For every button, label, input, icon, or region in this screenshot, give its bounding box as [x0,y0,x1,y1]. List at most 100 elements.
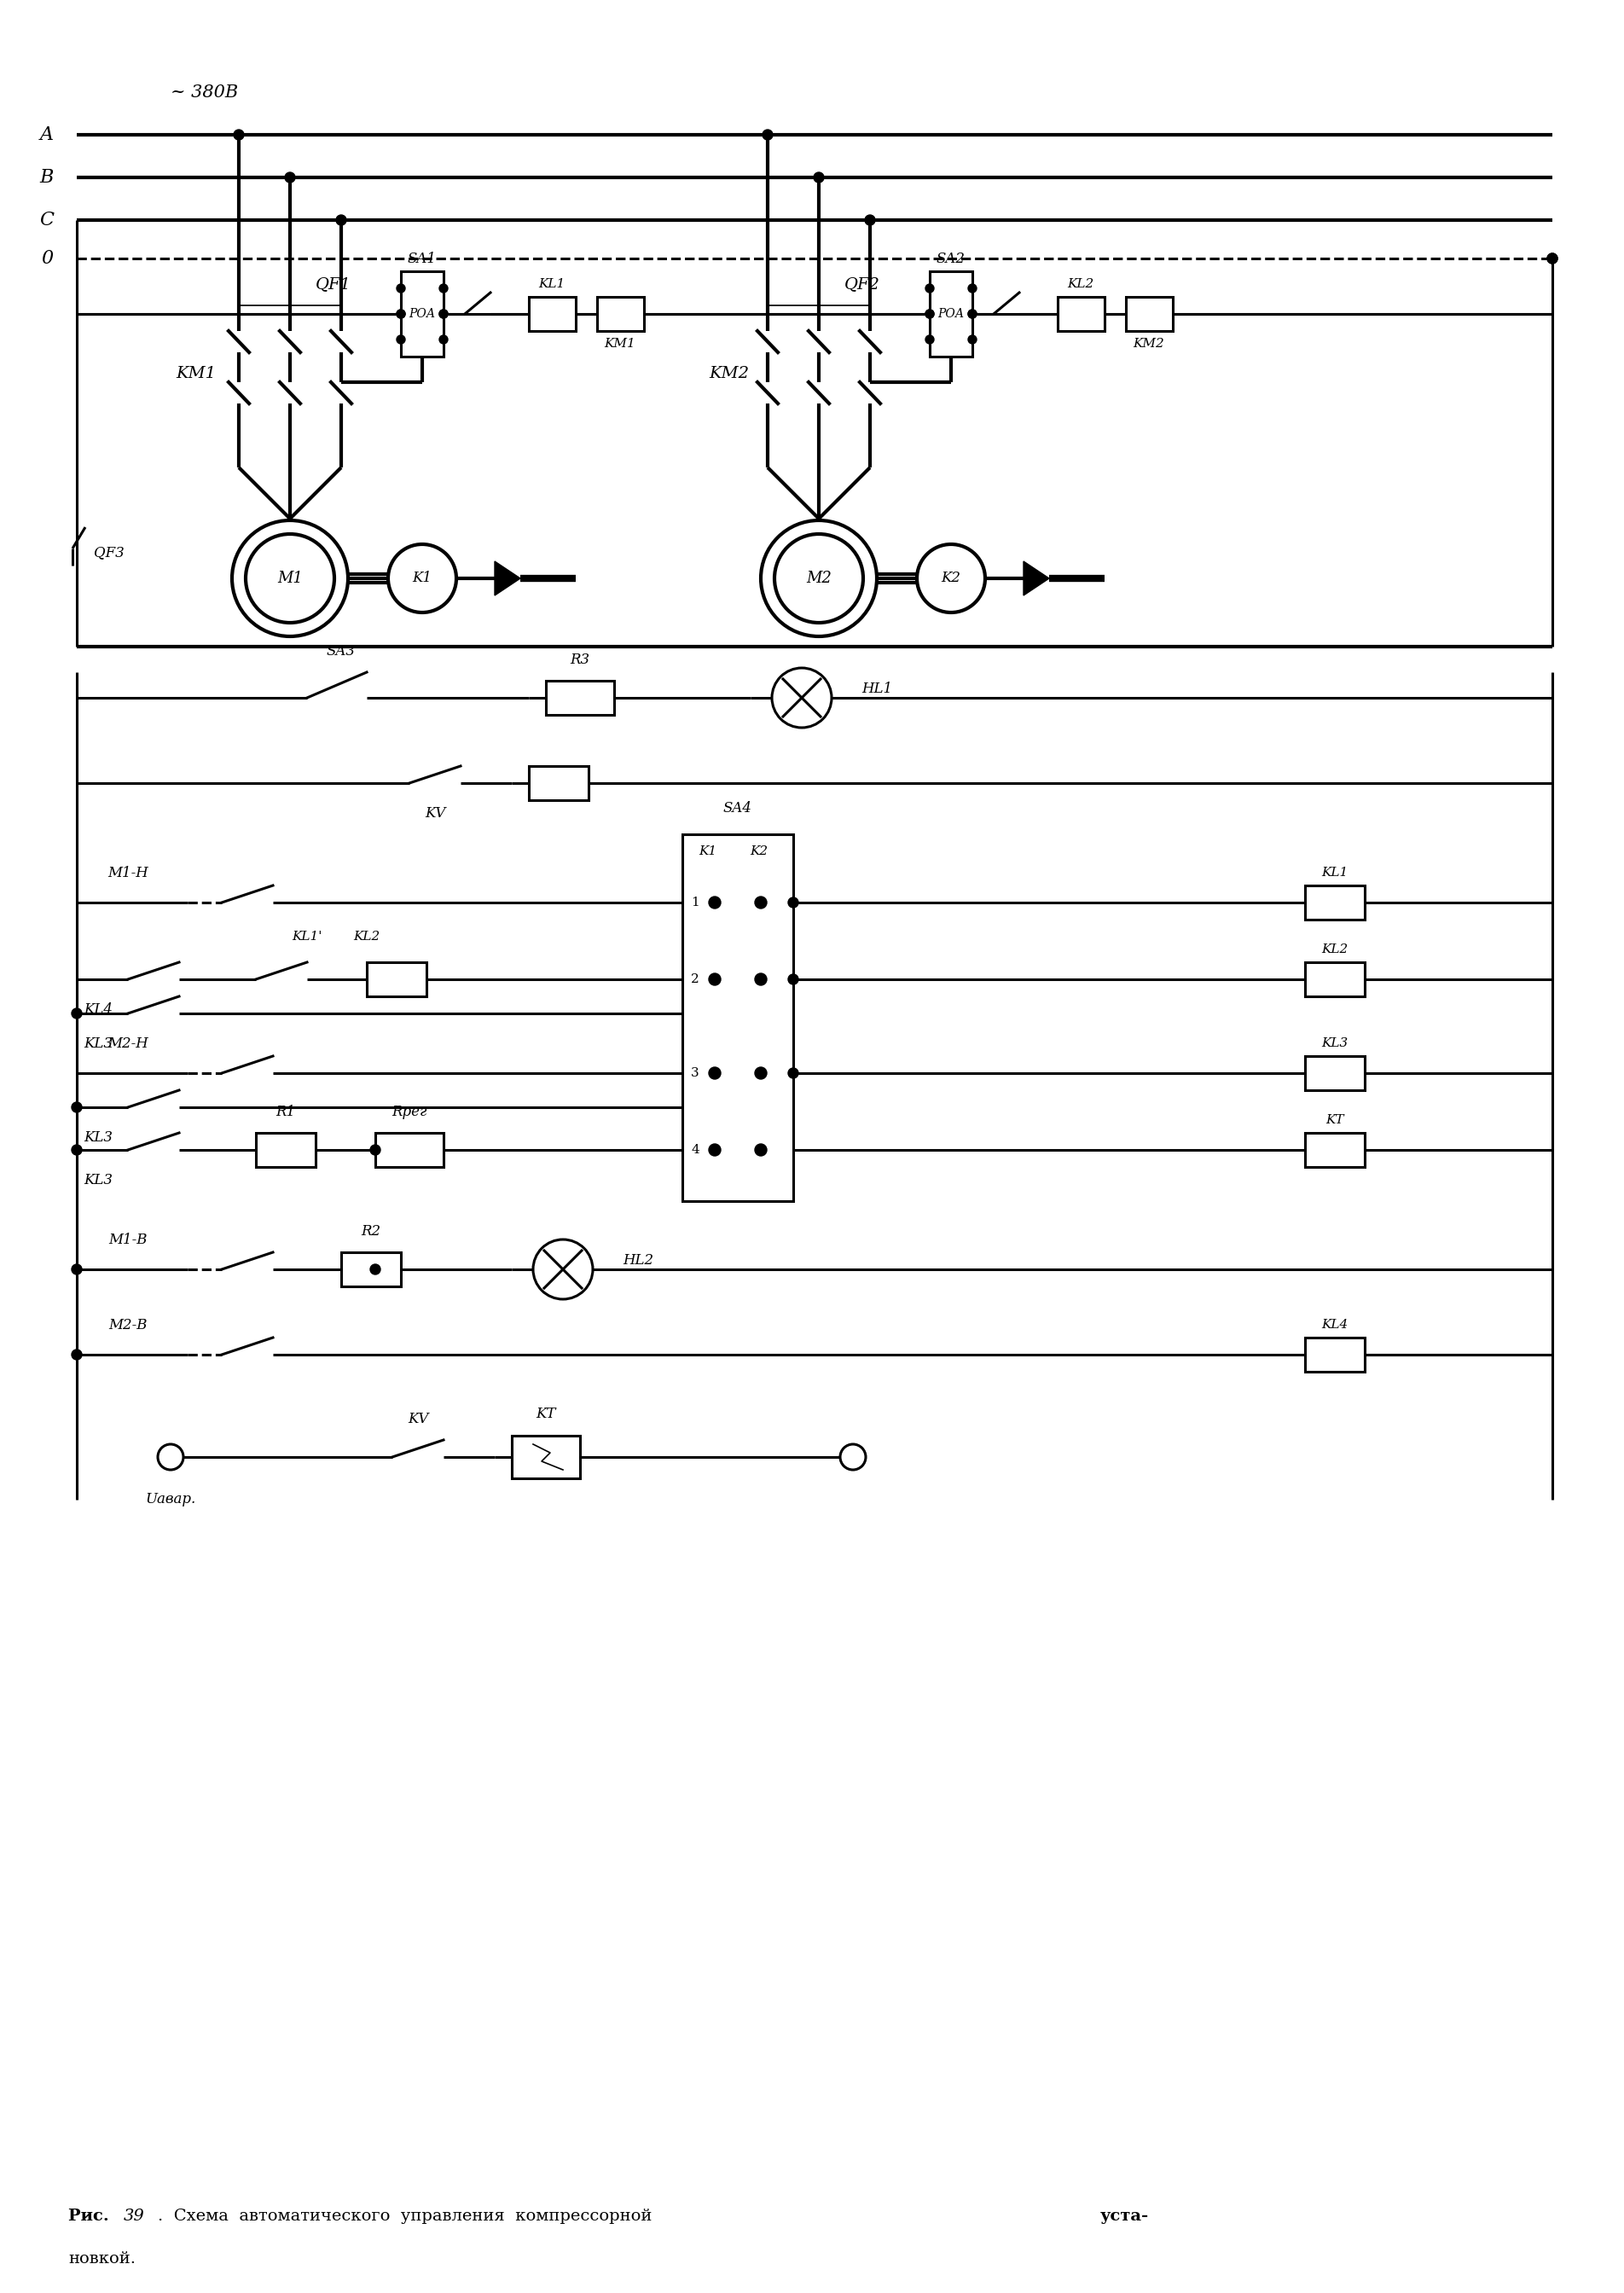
Text: 1: 1 [690,897,700,908]
Text: .  Схема  автоматического  управления  компрессорной: . Схема автоматического управления компр… [158,2208,663,2224]
Text: KL3: KL3 [83,1172,112,1188]
Circle shape [396,284,404,294]
Circle shape [926,310,934,319]
Text: R1: R1 [276,1105,296,1119]
Circle shape [926,284,934,294]
Polygon shape [1023,562,1049,596]
Circle shape [926,310,934,319]
Text: уста-: уста- [1101,2208,1150,2224]
Text: QF2: QF2 [844,277,880,291]
Bar [929,271,973,358]
Text: K2: K2 [942,571,961,585]
Text: РОА: РОА [937,307,965,321]
Text: M2-Н: M2-Н [107,1036,148,1050]
Text: QF3: QF3 [94,546,125,559]
Text: SA3: SA3 [326,644,356,658]
Bar [1306,1057,1364,1089]
Circle shape [968,335,976,344]
Circle shape [763,131,773,140]
Text: KL1: KL1 [539,277,565,289]
Bar [257,1133,315,1167]
Circle shape [755,1144,767,1156]
Bar [598,296,645,330]
Text: KL4: KL4 [1322,1318,1348,1330]
Circle shape [708,1066,721,1080]
Text: Rрег: Rрег [391,1105,427,1119]
Text: KT: KT [1325,1114,1345,1126]
Bar [529,296,577,330]
Text: KL3: KL3 [1322,1036,1348,1050]
Bar [375,1133,443,1167]
Circle shape [755,972,767,986]
Bar [512,1435,580,1479]
Text: R3: R3 [570,651,590,667]
Text: 0: 0 [41,250,54,268]
Text: R2: R2 [361,1224,382,1238]
Text: SA2: SA2 [937,252,966,266]
Bar [1306,885,1364,919]
Text: KL4: KL4 [83,1002,112,1016]
Circle shape [1548,252,1557,264]
Text: 2: 2 [690,972,700,986]
Circle shape [71,1351,81,1360]
Circle shape [755,897,767,908]
Circle shape [866,216,875,225]
Circle shape [968,284,976,294]
Text: KL3: KL3 [83,1130,112,1144]
Circle shape [788,1069,799,1078]
Text: KL1: KL1 [1322,867,1348,878]
Circle shape [396,335,404,344]
Circle shape [814,172,823,183]
Text: KM1: KM1 [604,337,635,351]
Text: K1: K1 [412,571,432,585]
Text: KM2: KM2 [710,367,749,381]
Text: K1: K1 [698,846,716,858]
Text: B: B [41,167,54,186]
Text: 3: 3 [692,1066,700,1080]
Text: HL1: HL1 [861,681,892,697]
Circle shape [755,1066,767,1080]
Text: A: A [41,126,54,144]
Text: KL2: KL2 [354,931,380,942]
Bar [1057,296,1104,330]
Circle shape [438,335,448,344]
Text: РОА: РОА [409,307,435,321]
Text: KL3: KL3 [83,1036,112,1050]
Bar [682,835,793,1202]
Circle shape [71,1009,81,1018]
Text: Uавар.: Uавар. [145,1493,197,1507]
Circle shape [708,1144,721,1156]
Text: KV: KV [424,805,445,821]
Text: 39: 39 [123,2208,145,2224]
Text: Рис.: Рис. [68,2208,120,2224]
Circle shape [1548,252,1557,264]
Circle shape [396,310,404,319]
Text: SA1: SA1 [408,252,437,266]
Text: 4: 4 [690,1144,700,1156]
Circle shape [438,284,448,294]
Circle shape [370,1144,380,1156]
Circle shape [788,975,799,984]
Circle shape [336,216,346,225]
Circle shape [708,897,721,908]
Circle shape [396,310,404,319]
Text: KM2: KM2 [1134,337,1164,351]
Circle shape [708,972,721,986]
Bar [401,271,443,358]
Text: KL1': KL1' [292,931,322,942]
Circle shape [284,172,296,183]
Bar [367,963,427,997]
Bar [341,1252,401,1286]
Circle shape [968,310,976,319]
Text: C: C [39,211,54,229]
Text: ~ 380В: ~ 380В [171,85,239,101]
Text: K2: K2 [750,846,768,858]
Circle shape [370,1263,380,1275]
Text: SA4: SA4 [723,803,752,816]
Text: KV: KV [408,1412,429,1426]
Text: M1: M1 [278,571,302,587]
Circle shape [71,1103,81,1112]
Text: M1-В: M1-В [109,1231,148,1247]
Circle shape [968,310,976,319]
Bar [1125,296,1173,330]
